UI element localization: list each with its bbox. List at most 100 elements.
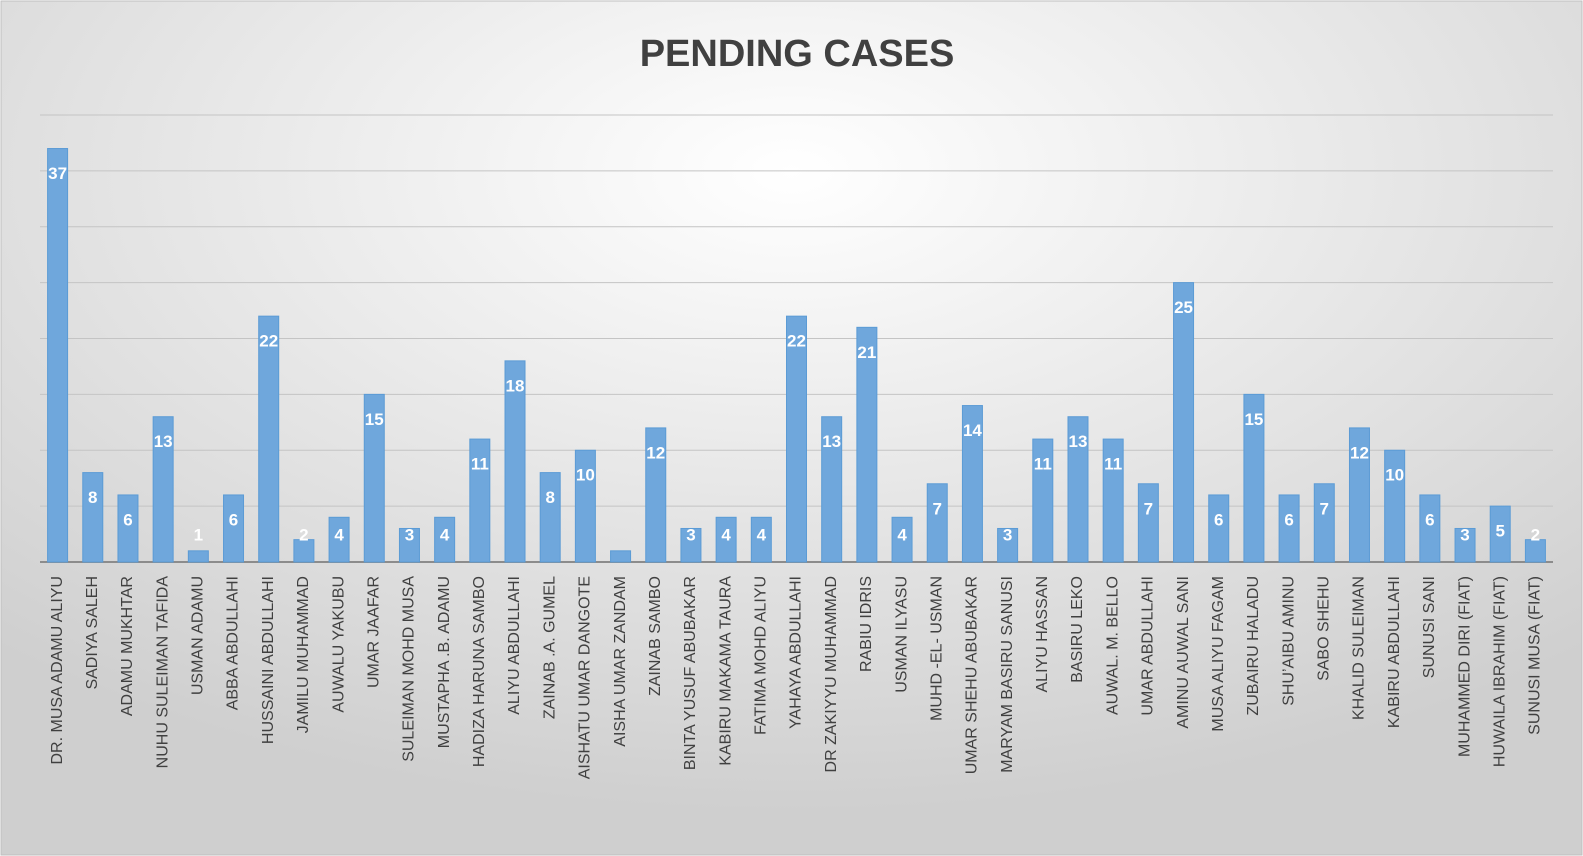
data-label: 2 [1531,525,1540,544]
bar [961,405,983,563]
x-tick-label: ZAINAB SAMBO [647,576,664,696]
bar [1313,483,1335,563]
x-tick-label: UMAR JAAFAR [365,576,382,688]
data-label: 21 [857,343,876,362]
x-tick-label: SABO SHEHU [1316,576,1333,681]
data-label: 4 [334,525,344,544]
data-label: 6 [1214,510,1223,529]
bar [1419,494,1441,563]
x-tick-label: ABBA ABDULLAHI [225,576,242,710]
bar [47,148,69,563]
bar [117,494,139,563]
bar [680,527,702,563]
bar [574,449,596,563]
x-tick-label: ZUBAIRU HALADU [1245,576,1262,716]
x-tick-label: HUSSAINI ABDULLAHI [260,576,277,744]
data-label: 7 [1320,499,1329,518]
data-label: 13 [1069,432,1088,451]
data-label: 6 [229,510,238,529]
x-tick-label: AUWALU YAKUBU [330,576,347,713]
x-tick-label: MUHD -EL- USMAN [928,576,945,721]
bar [1102,438,1124,563]
x-tick-label: YAHAYA ABDULLAHI [788,576,805,729]
data-label: 6 [123,510,132,529]
bar [1067,416,1089,563]
x-tick-label: BASIRU LEKO [1069,576,1086,683]
bar [1032,438,1054,563]
bar [1243,393,1265,563]
data-label: 3 [1003,525,1012,544]
x-tick-label: SHU’AIBU AMINU [1280,576,1297,706]
x-tick-label: ADAMU MUKHTAR [119,576,136,716]
data-label: 25 [1174,298,1193,317]
x-tick-label: MUSTAPHA .B. ADAMU [436,576,453,748]
x-tick-label: SUNUSI MUSA (FIAT) [1527,576,1544,735]
bar [293,539,315,563]
x-tick-label: FATIMA MOHD ALIYU [753,576,770,735]
bar [750,516,772,563]
data-label: 2 [299,525,308,544]
x-tick-label: UMAR ABDULLAHI [1140,576,1157,716]
bar [1489,505,1511,563]
data-label: 4 [757,525,767,544]
bar [504,360,526,563]
x-tick-label: ZAINAB .A. GUMEL [541,576,558,719]
bar [328,516,350,563]
data-label: 7 [1144,499,1153,518]
data-label: 8 [88,488,97,507]
data-label: 3 [686,525,695,544]
x-tick-label: HUWAILA IBRAHIM (FIAT) [1491,576,1508,767]
bar [223,494,245,563]
bar [1137,483,1159,563]
data-label: 15 [365,410,384,429]
x-tick-label: MUSA ALIYU FAGAM [1210,576,1227,732]
x-tick-label: KABIRU MAKAMA TAURA [717,576,734,766]
x-tick-label: USMAN ILYASU [893,576,910,693]
data-label: 4 [721,525,731,544]
bar [469,438,491,563]
bar [539,472,561,563]
bar [997,527,1019,563]
data-label: 8 [545,488,554,507]
x-tick-label: DR. MUSA ADAMU ALIYU [49,576,66,765]
data-label: 22 [259,332,278,351]
data-label: 4 [440,525,450,544]
data-label: 4 [897,525,907,544]
bar [1278,494,1300,563]
bar [398,527,420,563]
data-label: 37 [48,164,67,183]
bar [1454,527,1476,563]
data-label: 13 [822,432,841,451]
x-tick-label: ALIYU HASSAN [1034,576,1051,692]
data-label: 7 [933,499,942,518]
x-tick-label: AISHA UMAR ZANDAM [612,576,629,747]
x-tick-label: KHALID SULEIMAN [1351,576,1368,720]
bar [152,416,174,563]
data-label: 18 [506,376,525,395]
data-label: 22 [787,332,806,351]
x-tick-label: HADIZA HARUNA SAMBO [471,576,488,767]
bar [786,315,807,563]
x-tick-label: MUHAMMED DIRI (FIAT) [1456,576,1473,757]
bar [1524,539,1546,563]
x-tick-label: RABIU IDRIS [858,576,875,672]
bar [1384,449,1406,563]
data-label: 6 [1284,510,1293,529]
bar [1208,494,1230,563]
x-tick-label: ALIYU ABDULLAHI [506,576,523,715]
data-label: 12 [1350,443,1369,462]
x-tick-label: AISHATU UMAR DANGOTE [577,576,594,779]
bar [821,416,843,563]
bar [715,516,737,563]
data-label: 10 [576,466,595,485]
x-tick-label: JAMILU MUHAMMAD [295,576,312,733]
data-label: 1 [194,525,203,544]
data-label: 11 [1034,455,1052,474]
x-tick-label: SUNUSI SANI [1421,576,1438,678]
x-tick-label: AUWAL. M. BELLO [1104,576,1121,715]
bar [926,483,948,563]
data-label: 11 [471,455,489,474]
x-tick-label: USMAN ADAMU [190,576,207,695]
x-tick-label: SULEIMAN MOHD MUSA [401,576,418,762]
data-label: 6 [1425,510,1434,529]
